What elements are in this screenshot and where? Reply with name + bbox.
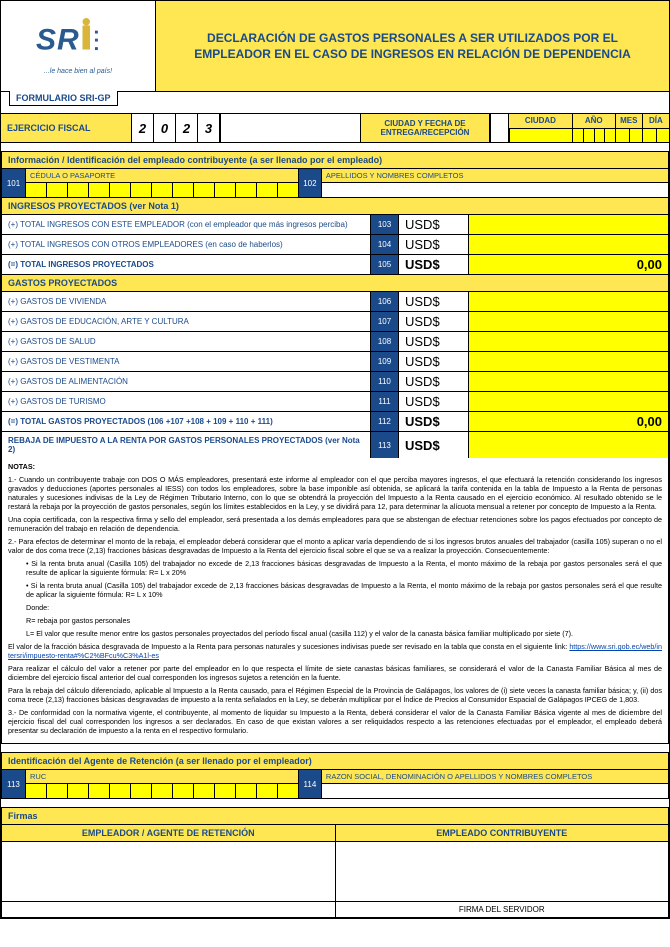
firm-right-box[interactable] [335,842,669,901]
year-box: 2 0 2 3 [131,114,220,142]
svg-text:S: S [36,23,56,56]
box-102: 102 [298,169,322,197]
firma-servidor: FIRMA DEL SERVIDOR [335,902,669,917]
row-num-108: 108 [370,332,398,351]
val-ano[interactable] [572,129,615,143]
hdr-dia: DÍA [642,114,669,128]
logo-block: S R ■ ■ ■ ...le hace bien al país! [1,1,156,91]
hdr-ano: AÑO [572,114,615,128]
svg-text:■: ■ [95,29,99,35]
row-label-112: (=) TOTAL GASTOS PROYECTADOS (106 +107 +… [2,412,370,431]
row-usd-109: USD$ [398,352,468,371]
row-label-106: (+) GASTOS DE VIVIENDA [2,292,370,311]
row-label-108: (+) GASTOS DE SALUD [2,332,370,351]
row-usd-108: USD$ [398,332,468,351]
year-d0: 2 [132,114,154,142]
firm-right-hdr: EMPLEADO CONTRIBUYENTE [335,825,669,841]
hdr-ciudad: CIUDAD [509,114,572,128]
row-num-113: 113 [370,432,398,458]
row-usd-105: USD$ [398,255,468,274]
row-val-108[interactable] [468,332,668,351]
row-label-104: (+) TOTAL INGRESOS CON OTROS EMPLEADORES… [2,235,370,254]
row-num-105: 105 [370,255,398,274]
year-d3: 3 [198,114,220,142]
row-val-107[interactable] [468,312,668,331]
row-val-104[interactable] [468,235,668,254]
box-114: 114 [298,770,322,798]
firm-left-box[interactable] [2,842,335,901]
row-val-111[interactable] [468,392,668,411]
lbl-114: RAZON SOCIAL, DENOMINACIÓN O APELLIDOS Y… [322,770,668,784]
ident-title: Información / Identificación del emplead… [2,152,668,169]
row-num-107: 107 [370,312,398,331]
logo-tagline: ...le hace bien al país! [44,68,112,75]
input-ruc[interactable] [26,784,298,798]
row-usd-104: USD$ [398,235,468,254]
row-num-111: 111 [370,392,398,411]
row-num-103: 103 [370,215,398,234]
val-mes[interactable] [615,129,642,143]
row-label-113: REBAJA DE IMPUESTO A LA RENTA POR GASTOS… [2,432,370,458]
svg-text:R: R [57,23,79,56]
row-usd-106: USD$ [398,292,468,311]
year-d2: 2 [176,114,198,142]
row-label-111: (+) GASTOS DE TURISMO [2,392,370,411]
input-cedula[interactable] [26,183,298,197]
notas-block: NOTAS: 1.- Cuando un contribuyente traba… [2,458,668,743]
row-num-104: 104 [370,235,398,254]
form-id: FORMULARIO SRI-GP [9,91,118,106]
row-label-105: (=) TOTAL INGRESOS PROYECTADOS [2,255,370,274]
row-label-110: (+) GASTOS DE ALIMENTACIÓN [2,372,370,391]
gastos-title: GASTOS PROYECTADOS [2,274,668,291]
ejercicio-label: EJERCICIO FISCAL [1,114,131,142]
row-usd-111: USD$ [398,392,468,411]
row-val-113[interactable] [468,432,668,458]
lbl-113: RUC [26,770,298,784]
sri-logo: S R ■ ■ ■ [33,18,123,66]
form-title: DECLARACIÓN DE GASTOS PERSONALES A SER U… [174,30,651,62]
agente-title: Identificación del Agente de Retención (… [2,753,668,770]
year-d1: 0 [154,114,176,142]
row-num-109: 109 [370,352,398,371]
input-nombres[interactable] [322,183,668,197]
row-num-112: 112 [370,412,398,431]
svg-text:■: ■ [95,38,99,44]
row-val-109[interactable] [468,352,668,371]
lbl-102: APELLIDOS Y NOMBRES COMPLETOS [322,169,668,183]
row-label-107: (+) GASTOS DE EDUCACIÓN, ARTE Y CULTURA [2,312,370,331]
row-usd-112: USD$ [398,412,468,431]
val-dia[interactable] [642,129,669,143]
box-113: 113 [2,770,26,798]
row-num-110: 110 [370,372,398,391]
row-usd-103: USD$ [398,215,468,234]
row-val-103[interactable] [468,215,668,234]
val-ciudad[interactable] [509,129,572,143]
row-val-106[interactable] [468,292,668,311]
box-101: 101 [2,169,26,197]
row-val-105[interactable]: 0,00 [468,255,668,274]
svg-text:■: ■ [95,46,99,52]
row-num-106: 106 [370,292,398,311]
ingresos-title: INGRESOS PROYECTADOS (ver Nota 1) [2,197,668,214]
firm-left-hdr: EMPLEADOR / AGENTE DE RETENCIÓN [2,825,335,841]
row-usd-107: USD$ [398,312,468,331]
city-date-label: CIUDAD Y FECHA DE ENTREGA/RECEPCIÓN [360,114,490,142]
row-label-109: (+) GASTOS DE VESTIMENTA [2,352,370,371]
firmas-title: Firmas [2,808,668,825]
form-title-bar: DECLARACIÓN DE GASTOS PERSONALES A SER U… [156,1,669,91]
row-val-112[interactable]: 0,00 [468,412,668,431]
row-usd-113: USD$ [398,432,468,458]
lbl-101: CÉDULA O PASAPORTE [26,169,298,183]
input-razon[interactable] [322,784,668,798]
row-val-110[interactable] [468,372,668,391]
row-usd-110: USD$ [398,372,468,391]
row-label-103: (+) TOTAL INGRESOS CON ESTE EMPLEADOR (c… [2,215,370,234]
hdr-mes: MES [615,114,642,128]
